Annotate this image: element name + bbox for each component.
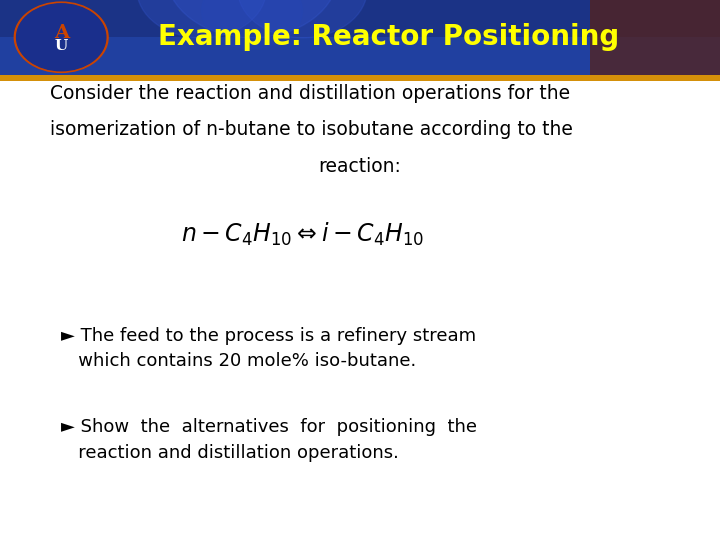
Bar <box>0 0 720 75</box>
Circle shape <box>137 0 266 38</box>
Bar <box>590 0 720 75</box>
Text: A: A <box>53 24 69 42</box>
Circle shape <box>14 2 108 72</box>
Text: $n-C_4H_{10} \Leftrightarrow i-C_4H_{10}$: $n-C_4H_{10} \Leftrightarrow i-C_4H_{10}… <box>181 221 424 248</box>
Text: Example: Reactor Positioning: Example: Reactor Positioning <box>158 23 619 51</box>
Text: Consider the reaction and distillation operations for the: Consider the reaction and distillation o… <box>50 84 570 103</box>
Circle shape <box>166 0 338 38</box>
Bar <box>0 81 720 540</box>
Circle shape <box>202 0 302 49</box>
Text: U: U <box>55 39 68 52</box>
Text: ► Show  the  alternatives  for  positioning  the
   reaction and distillation op: ► Show the alternatives for positioning … <box>61 418 477 462</box>
Text: reaction:: reaction: <box>318 157 402 176</box>
Circle shape <box>17 4 106 71</box>
Bar <box>0 75 720 81</box>
Bar <box>0 0 720 37</box>
Text: ► The feed to the process is a refinery stream
   which contains 20 mole% iso-bu: ► The feed to the process is a refinery … <box>61 327 477 370</box>
Text: isomerization of n-butane to isobutane according to the: isomerization of n-butane to isobutane a… <box>50 120 573 139</box>
Circle shape <box>238 0 367 38</box>
